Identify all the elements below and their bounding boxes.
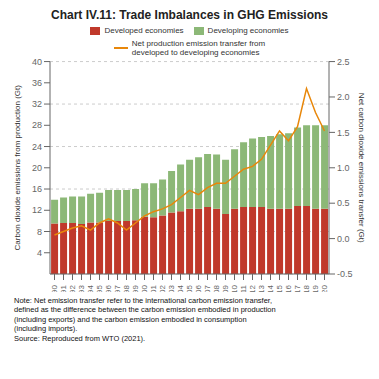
svg-text:15: 15 — [275, 284, 284, 292]
svg-text:91: 91 — [59, 284, 68, 292]
svg-text:06: 06 — [194, 284, 203, 292]
svg-text:28: 28 — [32, 120, 42, 130]
svg-text:00: 00 — [140, 284, 149, 292]
svg-text:0.0: 0.0 — [337, 234, 350, 244]
svg-text:92: 92 — [68, 284, 77, 292]
svg-text:20: 20 — [32, 163, 42, 173]
svg-text:07: 07 — [203, 284, 212, 292]
html-text:Chart IV.11: Trade Imbalances: Chart IV.11: Trade Imbalances in GHG Emi… — [51, 8, 328, 22]
svg-text:12: 12 — [248, 284, 257, 292]
html-text:Developed economies: Developed economies — [104, 26, 184, 35]
svg-text:24: 24 — [32, 142, 42, 152]
svg-text:94: 94 — [86, 284, 95, 292]
svg-text:13: 13 — [257, 284, 266, 292]
svg-text:95: 95 — [95, 284, 104, 292]
svg-text:-0.5: -0.5 — [337, 269, 353, 279]
svg-text:40: 40 — [32, 57, 42, 67]
svg-text:12: 12 — [32, 205, 42, 215]
svg-text:32: 32 — [32, 99, 42, 109]
svg-text:1.5: 1.5 — [337, 128, 350, 138]
svg-text:93: 93 — [77, 284, 86, 292]
svg-text:20: 20 — [320, 284, 329, 292]
svg-text:2.0: 2.0 — [337, 92, 350, 102]
svg-text:01: 01 — [149, 284, 158, 292]
svg-text:Net carbon dioxide emissions t: Net carbon dioxide emissions transfer (G… — [357, 93, 366, 243]
svg-text:16: 16 — [32, 184, 42, 194]
svg-text:36: 36 — [32, 78, 42, 88]
svg-text:98: 98 — [122, 284, 131, 292]
svg-text:4: 4 — [37, 248, 42, 258]
svg-text:03: 03 — [167, 284, 176, 292]
svg-text:16: 16 — [284, 284, 293, 292]
svg-text:10: 10 — [230, 284, 239, 292]
svg-text:14: 14 — [266, 284, 275, 292]
svg-text:08: 08 — [212, 284, 221, 292]
svg-text:2.5: 2.5 — [337, 57, 350, 67]
svg-text:1.0: 1.0 — [337, 163, 350, 173]
svg-text:18: 18 — [302, 284, 311, 292]
svg-text:8: 8 — [37, 227, 42, 237]
svg-text:Carbon dioxide emissions from: Carbon dioxide emissions from production… — [13, 85, 22, 251]
svg-text:05: 05 — [185, 284, 194, 292]
svg-text:0.5: 0.5 — [337, 198, 350, 208]
svg-text:04: 04 — [176, 284, 185, 292]
html-text:Net production emission transf: Net production emission transfer from de… — [131, 39, 266, 58]
html-text:Note: Net emission transfer re: Note: Net emission transfer refer to the… — [14, 296, 276, 343]
html-text:Developing economies: Developing economies — [207, 26, 289, 35]
svg-text:96: 96 — [104, 284, 113, 292]
svg-text:90: 90 — [50, 284, 59, 292]
svg-text:11: 11 — [239, 284, 248, 292]
svg-text:09: 09 — [221, 284, 230, 292]
svg-text:99: 99 — [131, 284, 140, 292]
svg-text:19: 19 — [311, 284, 320, 292]
svg-text:17: 17 — [293, 284, 302, 292]
svg-text:97: 97 — [113, 284, 122, 292]
svg-text:02: 02 — [158, 284, 167, 292]
